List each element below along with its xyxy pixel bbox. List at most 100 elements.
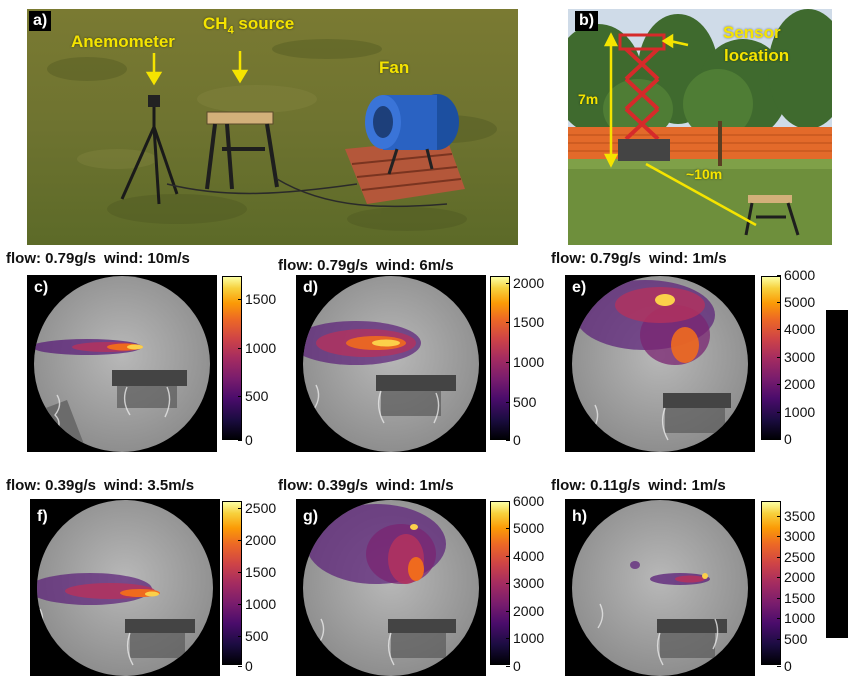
panel-c-tick: 500	[237, 388, 269, 404]
panel-c-image: c)	[27, 275, 217, 452]
anemometer-head	[148, 95, 160, 107]
panel-e-tick: 1000	[776, 404, 816, 420]
panel-h-tick: 2000	[776, 569, 816, 585]
panel-letter-e: e)	[568, 278, 591, 298]
panel-e-plume	[575, 280, 715, 365]
panel-f-flow: flow: 0.39g/s	[6, 477, 97, 494]
panel-d-plume	[303, 321, 421, 365]
panel-d-image: d)	[296, 275, 486, 452]
sensor-location-label-line1: Sensor	[723, 23, 781, 42]
panel-f-image: f)	[30, 499, 220, 676]
panel-e-conditions: flow: 0.79g/s wind: 1m/s	[551, 250, 735, 267]
panel-f-tick: 1500	[237, 564, 277, 580]
panel-h-plume	[630, 561, 710, 585]
panel-g-image: g)	[296, 499, 486, 676]
panel-h-tick: 1000	[776, 610, 816, 626]
fan-label: Fan	[379, 58, 410, 77]
panel-d-tick: 0	[506, 432, 521, 448]
panel-h-conditions: flow: 0.11g/s wind: 1m/s	[551, 477, 734, 494]
panel-f-conditions: flow: 0.39g/s wind: 3.5m/s	[6, 477, 202, 494]
panel-d-conditions: flow: 0.79g/s wind: 6m/s	[278, 257, 462, 274]
panel-c-wind: wind: 10m/s	[104, 250, 190, 267]
panel-g-plume	[306, 504, 446, 584]
panel-f-wind: wind: 3.5m/s	[104, 477, 195, 494]
panel-letter-b: b)	[575, 11, 599, 31]
panel-e-tick: 5000	[776, 294, 816, 310]
panel-c-tick: 0	[238, 432, 253, 448]
methane-source-bench	[205, 111, 279, 190]
panel-c-tick: 1000	[237, 340, 277, 356]
panel-letter-a: a)	[29, 11, 52, 31]
panel-f-tick: 0	[238, 658, 253, 674]
panel-d-tick: 500	[505, 394, 537, 410]
panel-f-tick: 2500	[237, 500, 277, 516]
panel-g-wind: wind: 1m/s	[376, 477, 454, 494]
field-photo-b: b) Sensor location 7m ~10m	[568, 9, 832, 245]
panel-f-tick: 2000	[237, 532, 277, 548]
panel-f-tick: 1000	[237, 596, 277, 612]
field-photo-a: a) Anemometer CH4 source Fan	[27, 9, 518, 245]
panel-h-colorbar	[761, 501, 781, 665]
distance-label: ~10m	[686, 166, 723, 182]
panel-h-flow: flow: 0.11g/s	[551, 477, 641, 494]
panel-e-tick: 2000	[776, 376, 816, 392]
panel-h-tick: 0	[777, 658, 792, 674]
panel-c-flow: flow: 0.79g/s	[6, 250, 97, 267]
panel-e-tick: 0	[777, 431, 792, 447]
fan-pallet	[345, 139, 465, 204]
panel-d-tick: 2000	[505, 275, 545, 291]
panel-g-conditions: flow: 0.39g/s wind: 1m/s	[278, 477, 462, 494]
panel-g-tick: 6000	[505, 493, 545, 509]
panel-c-tick: 1500	[237, 291, 277, 307]
panel-e-tick: 4000	[776, 321, 816, 337]
panel-g-flow: flow: 0.39g/s	[278, 477, 369, 494]
right-edge-bar	[826, 310, 848, 638]
panel-g-tick: 0	[506, 658, 521, 674]
panel-g-tick: 1000	[505, 630, 545, 646]
panel-letter-d: d)	[299, 278, 323, 298]
panel-letter-f: f)	[33, 507, 52, 527]
panel-c-conditions: flow: 0.79g/s wind: 10m/s	[6, 250, 198, 267]
panel-h-tick: 2500	[776, 549, 816, 565]
panel-g-tick: 3000	[505, 575, 545, 591]
anemometer-tripod	[120, 104, 179, 205]
panel-e-wind: wind: 1m/s	[649, 250, 727, 267]
panel-e-colorbar	[761, 276, 781, 440]
panel-d-tick: 1000	[505, 354, 545, 370]
panel-c-colorbar	[222, 276, 242, 440]
panel-letter-c: c)	[30, 278, 53, 298]
height-label: 7m	[578, 91, 599, 107]
panel-e-image: e)	[565, 275, 755, 452]
methane-source-label-sub: 4	[227, 24, 234, 37]
panel-d-colorbar	[490, 276, 510, 440]
lift-scene	[568, 9, 832, 245]
panel-d-wind: wind: 6m/s	[376, 257, 454, 274]
panel-letter-g: g)	[299, 507, 323, 527]
lift-base	[618, 139, 670, 161]
fan	[365, 94, 459, 175]
panel-f-plume	[37, 573, 160, 605]
panel-e-flow: flow: 0.79g/s	[551, 250, 642, 267]
panel-letter-h: h)	[568, 507, 592, 527]
panel-g-tick: 4000	[505, 548, 545, 564]
panel-d-flow: flow: 0.79g/s	[278, 257, 369, 274]
anemometer-label: Anemometer	[71, 32, 175, 51]
sensor-location-label-line2: location	[724, 46, 790, 65]
panel-h-tick: 500	[776, 631, 808, 647]
panel-h-wind: wind: 1m/s	[648, 477, 726, 494]
methane-source-label: CH4 source	[203, 14, 294, 40]
panel-d-tick: 1500	[505, 314, 545, 330]
bench-b	[744, 195, 800, 236]
panel-f-tick: 500	[237, 628, 269, 644]
methane-source-label-suffix: source	[233, 14, 295, 33]
panel-g-tick: 5000	[505, 520, 545, 536]
panel-e-tick: 3000	[776, 349, 816, 365]
panel-h-tick: 3500	[776, 508, 816, 524]
panel-e-tick: 6000	[776, 267, 816, 283]
methane-source-label-prefix: CH	[203, 14, 228, 33]
panel-c-plume	[34, 339, 143, 355]
panel-g-tick: 2000	[505, 603, 545, 619]
panel-f-colorbar	[222, 501, 242, 665]
panel-h-tick: 1500	[776, 590, 816, 606]
panel-h-image: h)	[565, 499, 755, 676]
